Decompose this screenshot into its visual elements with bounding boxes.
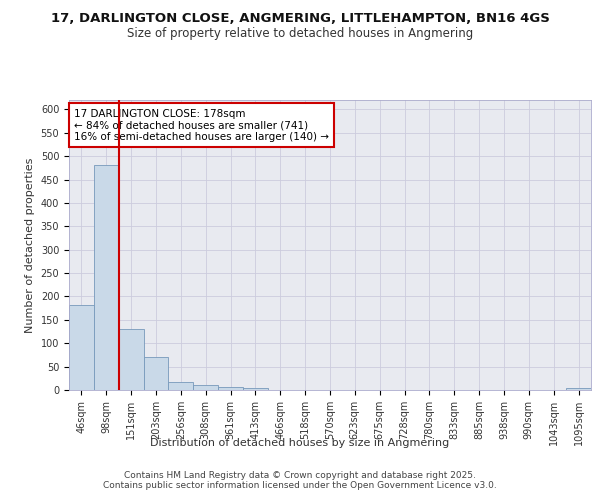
Bar [193, 386, 218, 390]
Bar [243, 388, 268, 390]
Text: 17 DARLINGTON CLOSE: 178sqm
← 84% of detached houses are smaller (741)
16% of se: 17 DARLINGTON CLOSE: 178sqm ← 84% of det… [74, 108, 329, 142]
Text: Size of property relative to detached houses in Angmering: Size of property relative to detached ho… [127, 28, 473, 40]
Bar [566, 388, 591, 390]
Text: Distribution of detached houses by size in Angmering: Distribution of detached houses by size … [151, 438, 449, 448]
Text: Contains HM Land Registry data © Crown copyright and database right 2025.
Contai: Contains HM Land Registry data © Crown c… [103, 470, 497, 490]
Bar [218, 387, 243, 390]
Y-axis label: Number of detached properties: Number of detached properties [25, 158, 35, 332]
Text: 17, DARLINGTON CLOSE, ANGMERING, LITTLEHAMPTON, BN16 4GS: 17, DARLINGTON CLOSE, ANGMERING, LITTLEH… [50, 12, 550, 26]
Bar [169, 382, 193, 390]
Bar [94, 166, 119, 390]
Bar [143, 358, 169, 390]
Bar [69, 306, 94, 390]
Bar [119, 329, 143, 390]
